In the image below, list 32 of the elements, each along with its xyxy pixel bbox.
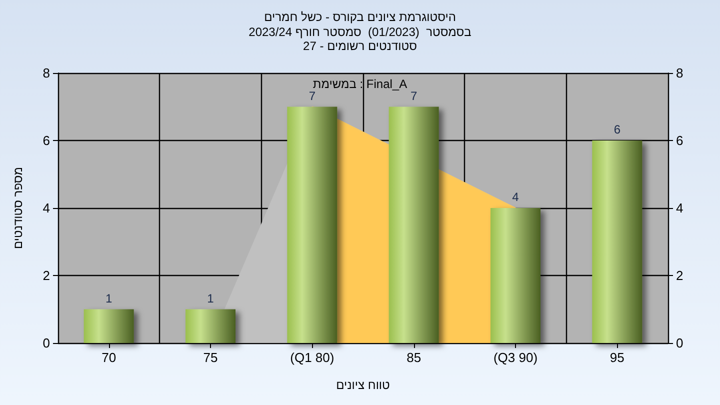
x-tick-label: (Q3 90) [493,350,538,365]
x-tick-label: 75 [203,350,218,365]
y-tick-label: 6 [42,133,50,148]
data-label: 1 [207,291,214,306]
y-axis-title: מספר סטודנטים [11,166,25,250]
bar [388,106,439,343]
bar [84,309,134,343]
x-tick-label: 85 [406,350,422,365]
y2-tick-label: 8 [676,66,684,80]
y2-tick-label: 6 [676,133,684,148]
bar [490,208,540,343]
data-label: 7 [410,88,418,103]
y-tick-label: 2 [42,268,50,283]
data-label: 4 [512,190,520,204]
y-tick-label: 8 [42,66,50,80]
y2-tick-label: 4 [676,200,684,216]
data-label: 1 [105,291,112,306]
annotation: במשימת : Final_A [312,77,408,91]
chart-title: היסטוגרמת ציונים בקורס - כשל חמרים [264,10,456,24]
y2-tick-label: 0 [676,336,684,350]
y-tick-label: 0 [42,336,50,350]
bar [592,140,642,343]
x-tick-label: 95 [610,350,624,365]
x-axis-title: טווח ציונים [336,378,390,392]
y2-tick-label: 2 [676,268,684,283]
data-label: 6 [614,122,621,136]
data-label: 7 [308,88,316,103]
x-tick-label: (Q1 80) [290,350,334,365]
x-tick-label: 70 [102,350,116,365]
chart-subtitle: בסמסטר (01/2023) סמסטר חורף 2023/24 סטודנטים רשומים - 27 [248,25,472,53]
bar [186,309,236,343]
y-tick-label: 4 [42,200,50,216]
